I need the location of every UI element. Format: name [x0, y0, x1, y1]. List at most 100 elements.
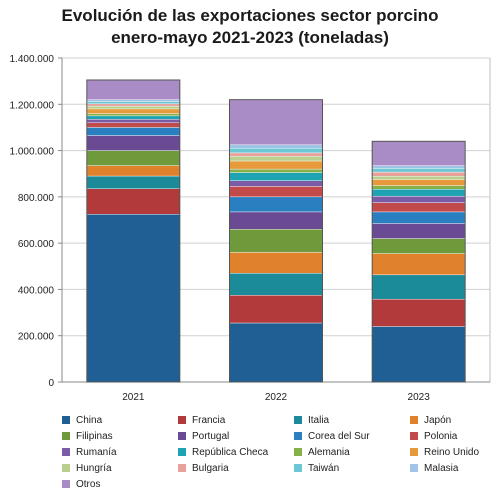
x-tick-label: 2022	[265, 392, 288, 403]
legend-item: Rumanía	[62, 446, 117, 458]
legend-item: Reino Unido	[410, 446, 479, 458]
bar-segment-2023-francia	[371, 298, 466, 327]
y-tick-label: 200.000	[18, 332, 55, 343]
bar-segment-2022-china	[229, 322, 323, 383]
legend-item: Malasia	[410, 462, 458, 474]
bar-segment-2023-jap-n	[371, 253, 466, 276]
legend-swatch	[62, 432, 70, 440]
bar-segment-2022-jap-n	[229, 252, 323, 274]
legend-item: Corea del Sur	[294, 430, 370, 442]
bar-segment-2021-portugal	[86, 135, 181, 151]
bar-segment-2021-hungr-a	[86, 105, 181, 110]
legend-swatch	[62, 448, 70, 456]
bar-segment-2021-ruman-a	[86, 119, 181, 124]
legend-label: Polonia	[424, 430, 458, 442]
bar-segment-2022-rep-blica-checa	[229, 172, 323, 181]
legend-swatch	[294, 464, 302, 472]
bar-segment-2021-corea-del-sur	[86, 127, 181, 136]
legend-label: Francia	[192, 414, 226, 426]
bar-segment-2022-malasia	[229, 144, 323, 149]
legend-label: China	[76, 414, 103, 426]
bar-segment-2022-polonia	[229, 186, 323, 198]
bar-segment-2023-ruman-a	[371, 195, 466, 203]
legend-swatch	[178, 448, 186, 456]
bar-segment-2021-taiw-n	[86, 101, 181, 105]
bar-segment-2023-polonia	[371, 202, 466, 213]
legend-swatch	[62, 480, 70, 488]
bar-segment-2021-bulgaria	[86, 103, 181, 107]
legend-item: Polonia	[410, 430, 457, 442]
legend-item: Japón	[410, 414, 451, 426]
bar-segment-2023-rep-blica-checa	[371, 189, 466, 197]
y-tick-label: 0	[48, 378, 54, 389]
y-tick-label: 800.000	[18, 193, 55, 204]
bar-segment-2023-reino-unido	[371, 179, 466, 186]
legend-swatch	[178, 464, 186, 472]
bar-segment-2021-china	[86, 214, 181, 383]
bar-segment-2023-portugal	[371, 223, 466, 239]
legend-label: Italia	[308, 414, 330, 426]
legend-swatch	[62, 464, 70, 472]
bar-outline	[371, 140, 466, 383]
bar-segment-2022-hungr-a	[229, 156, 323, 162]
legend-item: Taiwán	[294, 462, 339, 474]
bar-segment-2021-reino-unido	[86, 108, 181, 114]
y-tick-label: 1.200.000	[10, 100, 55, 111]
legend-item: China	[62, 414, 102, 426]
legend-label: Rumanía	[76, 446, 117, 458]
legend-swatch	[410, 448, 418, 456]
legend-swatch	[178, 432, 186, 440]
bar-segment-2022-taiw-n	[229, 148, 323, 154]
x-tick-label: 2021	[122, 392, 145, 403]
legend-item: República Checa	[178, 446, 268, 458]
bar-outline	[86, 79, 181, 383]
chart-title-line-1: Evolución de las exportaciones sector po…	[61, 6, 439, 25]
legend-item: Hungría	[62, 462, 112, 474]
legend-label: Malasia	[424, 462, 459, 474]
legend-swatch	[294, 432, 302, 440]
bar-segment-2023-filipinas	[371, 238, 466, 254]
x-tick-label: 2023	[408, 392, 431, 403]
bar-segment-2021-italia	[86, 175, 181, 189]
legend-label: Filipinas	[76, 430, 113, 442]
y-tick-label: 600.000	[18, 239, 55, 250]
bar-segment-2022-corea-del-sur	[229, 196, 323, 213]
chart-title-line-2: enero-mayo 2021-2023 (toneladas)	[111, 28, 389, 47]
legend-swatch	[410, 416, 418, 424]
bar-segment-2022-italia	[229, 273, 323, 296]
legend-label: Otros	[76, 478, 101, 490]
legend-label: Corea del Sur	[308, 430, 370, 442]
legend-swatch	[410, 464, 418, 472]
y-tick-label: 400.000	[18, 285, 55, 296]
legend-item: Bulgaria	[178, 462, 229, 474]
bar-segment-2023-italia	[371, 274, 466, 300]
legend-label: Taiwán	[308, 462, 340, 474]
bar-segment-2023-alemania	[371, 185, 466, 190]
bar-segment-2022-filipinas	[229, 229, 323, 253]
bar-outline	[229, 99, 323, 383]
legend-label: Japón	[424, 414, 452, 426]
bar-segment-2021-alemania	[86, 113, 181, 117]
y-tick-label: 1.400.000	[10, 54, 55, 65]
bar-segment-2022-ruman-a	[229, 180, 323, 187]
bar-segment-2023-taiw-n	[371, 168, 466, 173]
bar-segment-2021-polonia	[86, 122, 181, 128]
bar-segment-2021-malasia	[86, 99, 181, 102]
legend-item: Alemania	[294, 446, 350, 458]
legend-swatch	[294, 416, 302, 424]
bar-segment-2021-filipinas	[86, 150, 181, 166]
bar-segment-2021-rep-blica-checa	[86, 115, 181, 120]
legend-item: Otros	[62, 478, 100, 490]
bar-segment-2021-otros	[86, 79, 181, 100]
bar-segment-2022-francia	[229, 295, 323, 324]
bar-segment-2023-corea-del-sur	[371, 211, 466, 224]
y-tick-label: 1.000.000	[10, 147, 55, 158]
bar-segment-2021-jap-n	[86, 165, 181, 177]
legend-item: Italia	[294, 414, 329, 426]
legend-label: Reino Unido	[424, 446, 480, 458]
bar-segment-2022-alemania	[229, 168, 323, 173]
bar-segment-2021-francia	[86, 188, 181, 215]
chart-title: Evolución de las exportaciones sector po…	[0, 5, 500, 49]
bar-segment-2023-malasia	[371, 165, 466, 169]
